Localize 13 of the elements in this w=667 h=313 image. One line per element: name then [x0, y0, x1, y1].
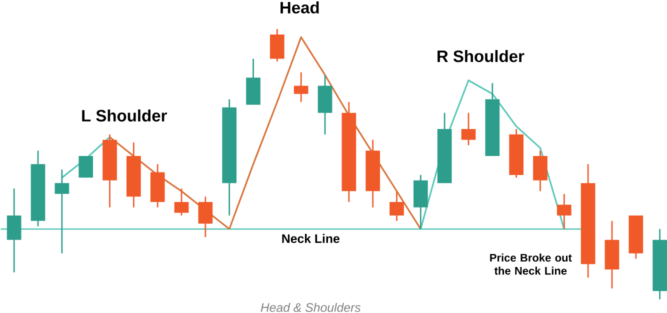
candlestick — [390, 190, 404, 222]
annotation: L Shoulder — [82, 109, 167, 122]
candlestick — [198, 196, 213, 238]
text: Head — [280, 1, 319, 14]
candlestick — [294, 71, 308, 103]
candlestick — [174, 188, 189, 216]
annotation: R Shoulder — [438, 50, 524, 62]
candlestick — [461, 112, 476, 146]
candlestick — [54, 168, 70, 254]
annotation: Neck Line — [282, 234, 340, 243]
annotation: Price Broke out the Neck Line — [490, 253, 572, 275]
candlestick — [556, 193, 572, 230]
text: Head & Shoulders — [260, 302, 361, 312]
